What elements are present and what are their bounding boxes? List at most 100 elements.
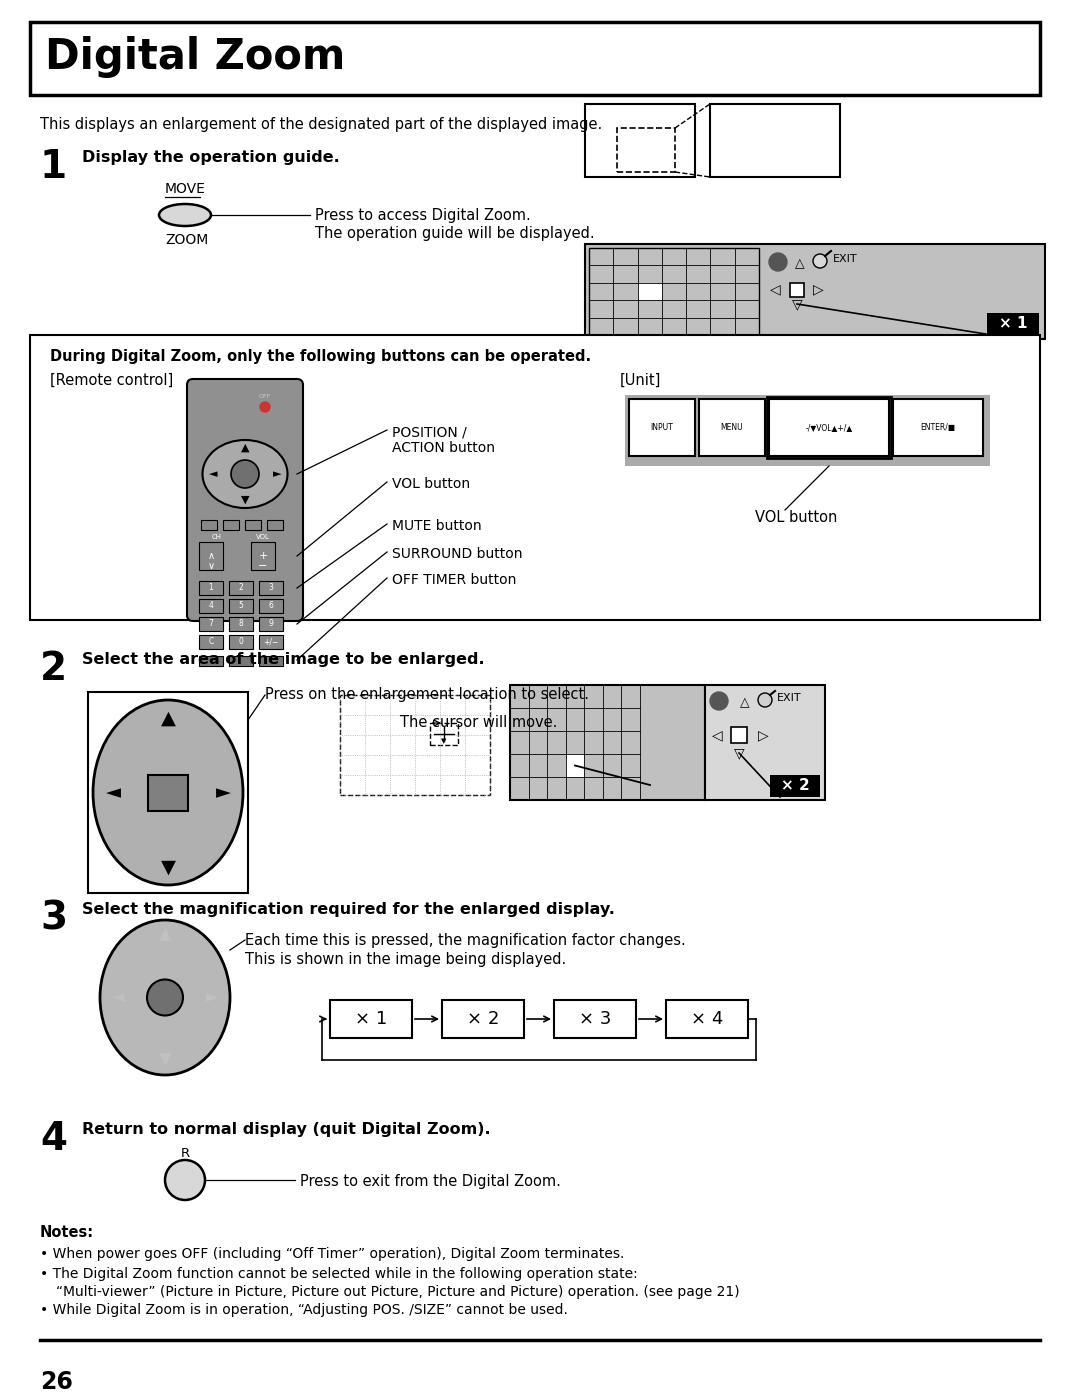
Bar: [666, 1000, 748, 1038]
Text: ▼: ▼: [161, 858, 175, 876]
Text: EXIT: EXIT: [833, 254, 858, 264]
Text: POSITION /
ACTION button: POSITION / ACTION button: [392, 425, 495, 455]
Circle shape: [710, 692, 728, 710]
Text: 3: 3: [40, 900, 67, 937]
Text: ▷: ▷: [758, 728, 768, 742]
Text: 0: 0: [239, 637, 243, 647]
Text: Digital Zoom: Digital Zoom: [45, 36, 346, 78]
Text: × 1: × 1: [355, 1010, 387, 1028]
Bar: [987, 313, 1039, 335]
Bar: [229, 617, 253, 631]
Text: OFF: OFF: [259, 394, 271, 400]
Text: During Digital Zoom, only the following buttons can be operated.: During Digital Zoom, only the following …: [50, 349, 591, 365]
Circle shape: [813, 254, 827, 268]
Text: OFF TIMER button: OFF TIMER button: [392, 573, 516, 587]
Bar: [251, 542, 275, 570]
Bar: [585, 244, 1045, 339]
Text: Return to normal display (quit Digital Zoom).: Return to normal display (quit Digital Z…: [82, 1122, 490, 1137]
Text: 1: 1: [40, 148, 67, 186]
Bar: [229, 657, 253, 666]
Text: The operation guide will be displayed.: The operation guide will be displayed.: [315, 226, 595, 242]
Text: × 2: × 2: [781, 778, 809, 793]
Text: • While Digital Zoom is in operation, “Adjusting POS. /SIZE” cannot be used.: • While Digital Zoom is in operation, “A…: [40, 1303, 568, 1317]
Circle shape: [260, 402, 270, 412]
Text: ◄: ◄: [208, 469, 217, 479]
Text: 9: 9: [269, 619, 273, 629]
Text: • The Digital Zoom function cannot be selected while in the following operation : • The Digital Zoom function cannot be se…: [40, 1267, 638, 1281]
Text: [Unit]: [Unit]: [620, 373, 661, 388]
Bar: [199, 542, 222, 570]
Bar: [637, 282, 662, 300]
Text: This is shown in the image being displayed.: This is shown in the image being display…: [245, 951, 566, 967]
Bar: [259, 617, 283, 631]
Bar: [30, 22, 1040, 95]
Text: ►: ►: [205, 989, 218, 1006]
Circle shape: [758, 693, 772, 707]
Bar: [625, 395, 990, 467]
Text: Press on the enlargement location to select.: Press on the enlargement location to sel…: [265, 687, 589, 703]
Text: ENTER/■: ENTER/■: [920, 423, 956, 432]
Bar: [893, 400, 983, 455]
Bar: [199, 617, 222, 631]
Text: ▼: ▼: [442, 738, 447, 745]
Bar: [245, 520, 261, 529]
Text: Select the area of the image to be enlarged.: Select the area of the image to be enlar…: [82, 652, 485, 666]
Ellipse shape: [203, 440, 287, 509]
Text: INPUT: INPUT: [650, 423, 673, 432]
Text: Press to access Digital Zoom.: Press to access Digital Zoom.: [315, 208, 530, 224]
Text: The cursor will move.: The cursor will move.: [400, 715, 557, 731]
Text: ▷: ▷: [812, 282, 823, 296]
Text: [Remote control]: [Remote control]: [50, 373, 173, 388]
Text: 4: 4: [208, 602, 214, 610]
Text: 6: 6: [269, 602, 273, 610]
Text: −: −: [258, 562, 268, 571]
Bar: [442, 1000, 524, 1038]
Bar: [199, 599, 222, 613]
Text: MUTE button: MUTE button: [392, 520, 482, 534]
Bar: [589, 249, 759, 335]
Text: This displays an enlargement of the designated part of the displayed image.: This displays an enlargement of the desi…: [40, 117, 603, 131]
Text: C: C: [208, 637, 214, 647]
Text: ▲: ▲: [161, 708, 175, 728]
Bar: [629, 400, 696, 455]
Text: ∨: ∨: [207, 562, 215, 571]
Text: × 1: × 1: [999, 317, 1027, 331]
Bar: [566, 754, 584, 777]
Text: × 3: × 3: [579, 1010, 611, 1028]
Text: ◁: ◁: [712, 728, 723, 742]
Text: ▼: ▼: [159, 1051, 172, 1069]
Bar: [267, 520, 283, 529]
Text: +/−: +/−: [264, 637, 279, 647]
Bar: [510, 685, 705, 800]
Bar: [617, 129, 675, 172]
Bar: [199, 636, 222, 650]
Text: Display the operation guide.: Display the operation guide.: [82, 149, 340, 165]
Text: VOL button: VOL button: [392, 476, 470, 490]
Bar: [199, 657, 222, 666]
Text: 2: 2: [239, 584, 243, 592]
Circle shape: [769, 253, 787, 271]
Text: SURROUND button: SURROUND button: [392, 548, 523, 562]
Bar: [710, 103, 840, 177]
Bar: [430, 724, 458, 745]
Text: 4: 4: [40, 1120, 67, 1158]
Text: ◄: ◄: [106, 782, 121, 802]
Bar: [229, 581, 253, 595]
Bar: [30, 335, 1040, 620]
Text: Press to exit from the Digital Zoom.: Press to exit from the Digital Zoom.: [300, 1173, 561, 1189]
Text: × 4: × 4: [691, 1010, 724, 1028]
Text: VOL: VOL: [256, 534, 270, 541]
Text: ►: ►: [216, 782, 230, 802]
Text: 7: 7: [208, 619, 214, 629]
Text: EXIT: EXIT: [777, 693, 801, 703]
Text: 1: 1: [208, 584, 214, 592]
Text: 26: 26: [40, 1370, 72, 1394]
Text: ∧: ∧: [207, 550, 215, 562]
Circle shape: [165, 1160, 205, 1200]
Bar: [554, 1000, 636, 1038]
Text: R: R: [180, 1147, 190, 1160]
Bar: [585, 103, 696, 177]
Bar: [229, 599, 253, 613]
Text: ▲: ▲: [159, 926, 172, 944]
Bar: [87, 692, 248, 893]
